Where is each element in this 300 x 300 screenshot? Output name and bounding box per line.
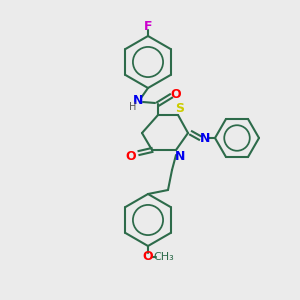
Text: N: N [200,133,210,146]
Text: H: H [129,102,137,112]
Text: CH₃: CH₃ [154,252,174,262]
Text: S: S [176,103,184,116]
Text: F: F [144,20,152,32]
Text: N: N [133,94,143,106]
Text: N: N [175,149,185,163]
Text: O: O [143,250,153,263]
Text: O: O [126,149,136,163]
Text: O: O [171,88,181,100]
